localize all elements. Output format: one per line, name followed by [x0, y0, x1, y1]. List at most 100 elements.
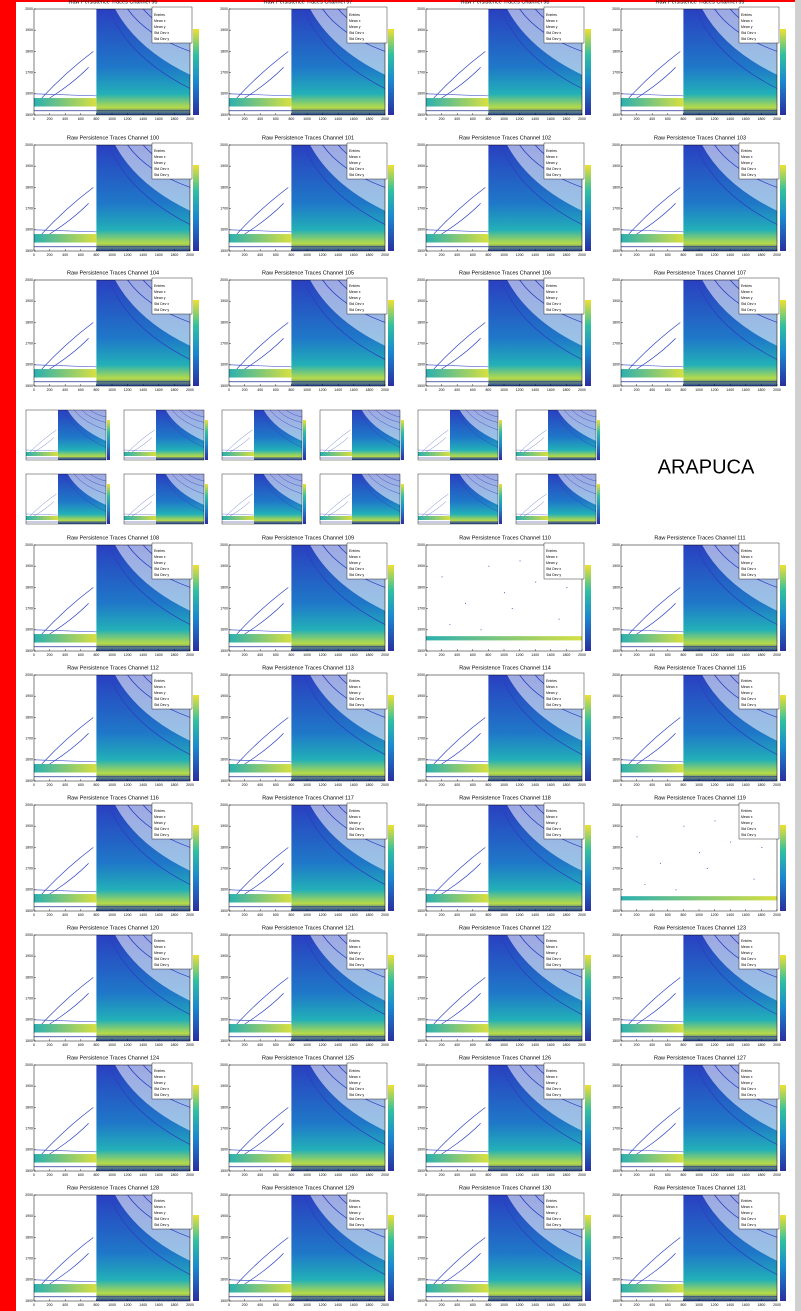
x-tick-label: 600	[78, 653, 84, 657]
stats-label: Mean x	[349, 155, 361, 159]
y-tick-label: 2000	[612, 803, 620, 807]
color-scale	[388, 1215, 394, 1301]
x-tick-label: 0	[425, 1043, 427, 1047]
y-tick-label: 1900	[417, 954, 425, 958]
y-tick-label: 1700	[220, 207, 228, 211]
y-tick-label: 1700	[612, 607, 620, 611]
stats-label: Mean y	[349, 691, 361, 695]
x-tick-label: 600	[665, 653, 671, 657]
x-tick-label: 1400	[531, 1303, 539, 1307]
x-tick-label: 800	[288, 653, 294, 657]
y-tick-label: 2000	[25, 673, 33, 677]
x-tick-label: 1800	[758, 388, 766, 392]
panel: Raw Persistence Traces Channel 111 Entrie…	[612, 535, 786, 657]
y-tick-label: 1900	[417, 564, 425, 568]
stats-label: Std Dev y	[546, 173, 561, 177]
x-tick-label: 400	[62, 1043, 68, 1047]
panel: Raw Persistence Traces Channel 110 Entrie…	[417, 535, 591, 657]
stats-label: Mean y	[546, 25, 558, 29]
y-tick-label: 2000	[220, 543, 228, 547]
x-tick-label: 1800	[563, 913, 571, 917]
x-tick-label: 1200	[319, 1303, 327, 1307]
y-tick-label: 2000	[612, 278, 620, 282]
stats-box	[738, 1062, 780, 1100]
stats-label: Std Dev x	[741, 827, 756, 831]
y-tick-label: 1600	[612, 758, 620, 762]
x-tick-label: 1600	[742, 1173, 750, 1177]
x-tick-label: 1800	[366, 388, 374, 392]
x-tick-label: 1200	[319, 783, 327, 787]
y-tick-label: 2000	[25, 1063, 33, 1067]
x-tick-label: 1400	[531, 783, 539, 787]
panel-title: Raw Persistence Traces Channel 128	[67, 1185, 159, 1191]
stats-label: Std Dev y	[154, 37, 169, 41]
x-tick-label: 800	[485, 1173, 491, 1177]
panel: Raw Persistence Traces Channel 131 Entrie…	[612, 1185, 786, 1307]
x-tick-label: 2000	[578, 1173, 586, 1177]
x-tick-label: 600	[470, 117, 476, 121]
stats-label: Entries	[546, 13, 557, 17]
y-tick-label: 1900	[612, 28, 620, 32]
color-scale	[585, 695, 591, 781]
x-tick-label: 2000	[381, 388, 389, 392]
stats-box	[543, 542, 585, 580]
y-tick-label: 1700	[25, 71, 33, 75]
stats-label: Std Dev x	[546, 1217, 561, 1221]
y-tick-label: 1500	[220, 249, 228, 253]
stats-box	[738, 6, 780, 44]
stats-label: Entries	[546, 149, 557, 153]
y-tick-label: 1700	[25, 342, 33, 346]
stats-label: Mean x	[546, 815, 558, 819]
stats-box	[543, 932, 585, 970]
x-tick-label: 1000	[108, 388, 116, 392]
x-tick-label: 1200	[516, 783, 524, 787]
x-tick-label: 0	[228, 1303, 230, 1307]
stats-label: Std Dev x	[546, 31, 561, 35]
y-tick-label: 1800	[417, 185, 425, 189]
stats-box	[346, 1062, 388, 1100]
y-tick-label: 1900	[25, 564, 33, 568]
color-scale	[303, 484, 306, 524]
x-tick-label: 1600	[742, 913, 750, 917]
stats-box	[738, 932, 780, 970]
x-tick-label: 1400	[726, 1303, 734, 1307]
panel-title: Raw Persistence Traces Channel 123	[654, 925, 746, 931]
x-tick-label: 400	[649, 388, 655, 392]
y-tick-label: 1700	[612, 207, 620, 211]
y-tick-label: 1800	[417, 845, 425, 849]
stats-label: Mean x	[349, 1075, 361, 1079]
stats-box	[346, 672, 388, 710]
y-tick-label: 1700	[220, 867, 228, 871]
x-tick-label: 600	[665, 1173, 671, 1177]
x-tick-label: 2000	[578, 783, 586, 787]
y-tick-label: 2000	[417, 1193, 425, 1197]
color-scale	[193, 565, 199, 651]
x-tick-label: 200	[47, 388, 53, 392]
y-tick-label: 1600	[612, 228, 620, 232]
x-tick-label: 1400	[531, 117, 539, 121]
color-scale	[597, 420, 600, 460]
plot-frame	[515, 409, 597, 461]
x-tick-label: 800	[485, 1043, 491, 1047]
x-tick-label: 1600	[155, 1173, 163, 1177]
plot-frame	[417, 409, 499, 461]
x-tick-label: 1600	[742, 783, 750, 787]
color-scale	[388, 300, 394, 386]
x-tick-label: 200	[634, 913, 640, 917]
x-tick-label: 2000	[578, 1043, 586, 1047]
x-tick-label: 1200	[319, 1043, 327, 1047]
red-border	[0, 0, 16, 1311]
x-tick-label: 1200	[516, 1173, 524, 1177]
x-tick-label: 1000	[500, 1173, 508, 1177]
x-tick-label: 600	[273, 1043, 279, 1047]
x-tick-label: 1400	[334, 1173, 342, 1177]
y-tick-label: 1700	[417, 997, 425, 1001]
stats-label: Std Dev y	[349, 833, 364, 837]
stats-label: Mean y	[546, 691, 558, 695]
x-tick-label: 2000	[773, 653, 781, 657]
stats-box	[151, 142, 193, 180]
y-tick-label: 1600	[25, 363, 33, 367]
x-tick-label: 1400	[726, 388, 734, 392]
stats-label: Std Dev y	[546, 703, 561, 707]
x-tick-label: 600	[470, 253, 476, 257]
